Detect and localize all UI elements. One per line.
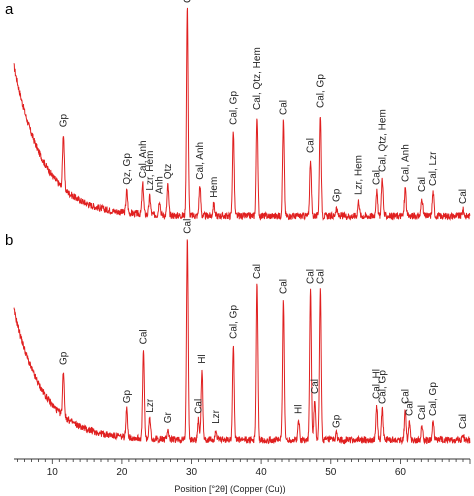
panel-label-a: a xyxy=(5,1,14,18)
peak-label: Cal, Lzr xyxy=(428,151,439,186)
x-tick-label: 30 xyxy=(186,467,198,478)
x-axis-ticks: 10 20 30 40 50 60 xyxy=(17,459,471,478)
peak-label: Cal xyxy=(182,0,193,3)
peak-label: Gp xyxy=(58,351,69,365)
peak-label: Hl xyxy=(294,405,305,414)
peak-label: Cal xyxy=(315,269,326,284)
peak-label: Qz, Gp xyxy=(122,153,133,185)
peak-label: Cal, Gp xyxy=(228,305,239,339)
peak-label: Cal xyxy=(310,379,321,394)
peak-label: Cal xyxy=(372,170,383,185)
peak-label: Cal xyxy=(252,264,263,279)
peak-label: Cal, Anh xyxy=(138,140,149,178)
peak-label: Cal xyxy=(458,189,469,204)
peak-label: Cal, Gp xyxy=(315,74,326,108)
peak-label: Gp xyxy=(122,390,133,404)
peak-label: Hl xyxy=(197,354,208,363)
x-axis: 10 20 30 40 50 60 Position [°2θ] (Copper (Cu)… xyxy=(14,458,471,494)
peak-label: Lzr, Hem xyxy=(354,155,365,195)
peak-label: Cal xyxy=(404,401,415,416)
diffraction-trace-a xyxy=(13,7,471,222)
x-axis-label: Position [°2θ] (Copper (Cu)) xyxy=(174,484,285,494)
peak-label: Cal, Anh xyxy=(195,142,206,180)
peak-label: Cal xyxy=(458,414,469,429)
peak-label: Cal xyxy=(278,279,289,294)
peak-label: Cal, Qtz, Hem xyxy=(377,109,388,172)
panel-label-b: b xyxy=(5,232,13,249)
peak-label: Cal, Gp xyxy=(428,382,439,416)
peak-label: Cal, Gp xyxy=(377,370,388,404)
peak-label: Lzr, Hem xyxy=(145,151,156,191)
peak-label: Cal xyxy=(306,138,317,153)
x-tick-label: 50 xyxy=(325,467,337,478)
peak-label: Cal xyxy=(194,399,205,414)
x-tick-label: 10 xyxy=(47,467,59,478)
peak-label: Cal xyxy=(278,100,289,115)
peak-label: Cal xyxy=(417,177,428,192)
peak-label: Anh xyxy=(155,176,166,194)
peak-label: Gp xyxy=(331,414,342,428)
peak-label: Lzr xyxy=(211,409,222,424)
peak-label: Cal xyxy=(139,329,150,344)
peak-label: Cal xyxy=(400,389,411,404)
peak-label: Gp xyxy=(331,188,342,202)
peak-label: Cal xyxy=(306,269,317,284)
peak-label: Hem xyxy=(209,177,220,198)
peak-label: Gr xyxy=(163,412,174,424)
peak-label: Qtz xyxy=(163,164,174,180)
peak-label: Cal xyxy=(182,219,193,234)
x-tick-label: 40 xyxy=(256,467,268,478)
diffraction-trace-b xyxy=(13,239,471,446)
peak-label: Cal, Gp xyxy=(228,91,239,125)
peak-label: Gp xyxy=(58,114,69,128)
peak-label: Cal, Qtz, Hem xyxy=(252,47,263,110)
x-tick-label: 60 xyxy=(395,467,407,478)
peak-label: Cal, Anh xyxy=(400,144,411,182)
x-tick-label: 20 xyxy=(116,467,128,478)
peak-label: Cal xyxy=(417,405,428,420)
peak-label: Lzr xyxy=(145,398,156,413)
peak-label: Cal, Hl xyxy=(372,369,383,399)
